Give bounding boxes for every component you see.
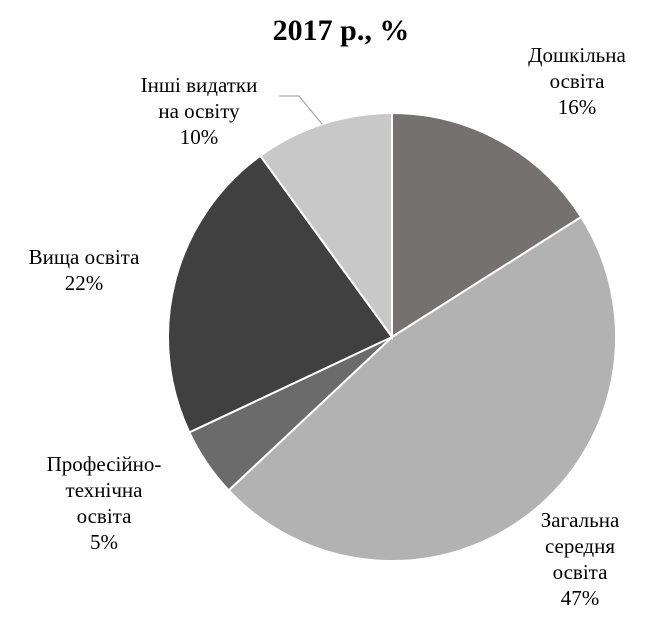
slice-value-label: 22% — [65, 271, 104, 295]
slice-value-label: 16% — [558, 95, 597, 119]
pie-slice-4 — [167, 154, 394, 434]
slice-name-line: Професійно- — [47, 452, 162, 476]
slice-name-line: Загальна — [541, 508, 620, 532]
pie-slice-1 — [391, 111, 583, 339]
slice-name-line: на освіту — [158, 99, 240, 123]
slice-labels: Дошкільна освіта 16%Загальна середня освіта 4… — [29, 43, 627, 610]
pie-slice-2 — [227, 215, 617, 563]
leader-line-other — [279, 95, 323, 125]
chart-title: 2017 р., % — [273, 14, 410, 47]
pie-slice-5 — [258, 111, 393, 341]
slice-name-line: освіта — [550, 69, 606, 93]
slice-value-label: 5% — [90, 530, 118, 554]
slice-value-label: 10% — [180, 125, 219, 149]
leader-lines — [279, 95, 323, 125]
slice-label-1: Дошкільна освіта 16% — [528, 43, 626, 119]
slice-name-line: Дошкільна — [528, 43, 626, 67]
slice-label-2: Загальна середня освіта 47% — [541, 508, 620, 610]
slice-value-label: 47% — [561, 586, 600, 610]
slice-name-line: середня — [545, 534, 615, 558]
slice-label-4: Вища освіта 22% — [29, 245, 141, 295]
slice-name-line: Інші видатки — [141, 73, 258, 97]
slice-name-line: технічна — [66, 478, 144, 502]
pie-slices — [167, 111, 617, 563]
slice-name-line: освіта — [553, 560, 609, 584]
slice-name-line: Вища освіта — [29, 245, 141, 269]
slice-label-3: Професійно-технічна освіта 5% — [47, 452, 162, 554]
slice-name-line: освіта — [77, 504, 133, 528]
slice-label-5: Інші видатки на освіту 10% — [141, 73, 258, 149]
